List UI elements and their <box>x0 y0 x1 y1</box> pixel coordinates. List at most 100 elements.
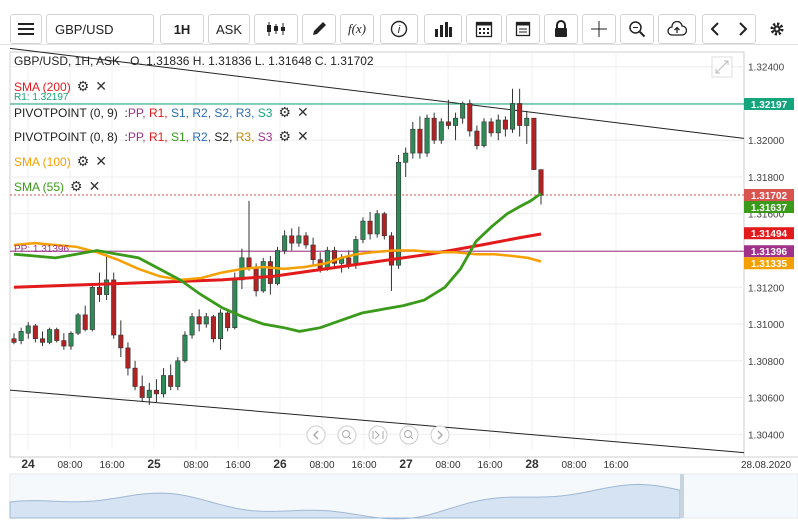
interval-selector[interactable]: 1H <box>160 14 204 44</box>
candle-body <box>96 286 102 295</box>
price-badge-bg <box>744 200 794 213</box>
note-icon[interactable] <box>506 14 540 44</box>
candle <box>82 305 88 332</box>
candle <box>96 272 102 302</box>
candle-body <box>189 316 195 336</box>
gear-icon[interactable]: ⚙ <box>70 178 83 194</box>
lock-icon[interactable] <box>544 14 578 44</box>
close-icon[interactable]: ✕ <box>88 178 101 194</box>
candle-body <box>531 117 537 170</box>
close-icon[interactable]: ✕ <box>297 104 309 120</box>
y-tick-label: 1.31600 <box>748 210 785 221</box>
candle-body <box>360 220 366 240</box>
candle-body <box>445 121 451 126</box>
candle <box>61 333 67 350</box>
candle-body <box>438 121 444 141</box>
navigation-arrows <box>702 14 756 44</box>
sma100-line <box>13 241 542 282</box>
candle-body <box>168 375 174 387</box>
candle-body <box>282 235 288 251</box>
expand-icon[interactable] <box>711 56 733 78</box>
arrow-left-icon[interactable] <box>704 21 754 37</box>
nav-left-icon[interactable] <box>306 425 326 445</box>
candle-body <box>232 279 238 328</box>
nav-right-icon[interactable] <box>430 425 450 445</box>
candle <box>260 257 266 293</box>
price-badge-bg <box>744 257 794 270</box>
pivot-col-s1: S1, <box>171 105 190 120</box>
navigator-handle[interactable] <box>680 474 684 518</box>
candle-body <box>210 316 216 340</box>
settings-icon[interactable] <box>762 14 792 44</box>
x-tick-label: 16:00 <box>351 460 376 471</box>
zoom-icon[interactable] <box>620 14 654 44</box>
candle-body <box>47 329 53 343</box>
candle-body <box>474 130 480 147</box>
candles-icon[interactable] <box>254 14 298 44</box>
price-type-selector[interactable]: ASK <box>208 14 250 44</box>
candle <box>310 237 316 266</box>
candle <box>453 112 459 141</box>
candle <box>225 311 231 332</box>
candle-body <box>153 389 159 395</box>
close-icon[interactable]: ✕ <box>297 128 309 144</box>
x-tick-label: 08:00 <box>435 460 460 471</box>
navigator-strip[interactable] <box>9 473 798 520</box>
candle-body <box>111 279 117 336</box>
symbol-selector[interactable]: GBP/USD <box>46 14 154 44</box>
gear-icon[interactable]: ⚙ <box>278 104 292 120</box>
candle-body <box>203 316 209 325</box>
upload-icon[interactable] <box>658 14 696 44</box>
price-badge: 1.31494 <box>744 227 794 240</box>
pivot-col-r1: R1, <box>148 105 168 120</box>
candle <box>47 327 53 345</box>
pivot-col-r2: R2, <box>192 129 212 144</box>
candle-body <box>146 389 152 398</box>
candle <box>467 99 473 137</box>
pivot-col-r2: R2, <box>192 105 212 120</box>
pivot-col-s2: S2, <box>214 129 233 144</box>
candle-body <box>381 213 387 237</box>
candle-body <box>139 386 145 398</box>
bar-chart-icon[interactable] <box>424 14 462 44</box>
candle <box>374 210 380 238</box>
candle-body <box>161 375 167 395</box>
gear-icon[interactable]: ⚙ <box>76 153 90 169</box>
legend-sma200[interactable]: SMA (200) ⚙ ✕ <box>14 78 107 95</box>
gear-icon[interactable]: ⚙ <box>278 128 292 144</box>
legend-sma100[interactable]: SMA (100) ⚙ ✕ <box>14 153 107 170</box>
function-icon[interactable]: f(x) <box>340 14 374 44</box>
candle <box>282 230 288 255</box>
legend-pivot1[interactable]: PIVOTPOINT (0, 9) : PP, R1, S1, R2, S2, … <box>14 104 309 120</box>
candle-body <box>225 312 231 328</box>
zoom-in-icon[interactable] <box>399 425 419 445</box>
info-icon[interactable]: i <box>380 14 418 44</box>
pivot-col-s2: S2, <box>214 105 233 120</box>
gear-icon[interactable]: ⚙ <box>76 78 90 94</box>
candle <box>39 331 45 347</box>
price-badge: 1.31637 <box>744 200 794 214</box>
close-icon[interactable]: ✕ <box>95 153 107 169</box>
candle <box>161 368 167 398</box>
nav-center-icon[interactable] <box>368 425 388 445</box>
legend-pivot2[interactable]: PIVOTPOINT (0, 8) : PP, R1, S1, R2, S2, … <box>14 128 309 144</box>
y-tick-label: 1.32400 <box>748 63 785 74</box>
price-badge-label: 1.31637 <box>751 203 788 214</box>
price-chart[interactable]: 1.324001.322001.320001.318001.316001.314… <box>0 44 798 520</box>
candle <box>182 331 188 363</box>
x-tick-label: 25 <box>147 457 161 471</box>
legend-sma55[interactable]: SMA (55) ⚙ ✕ <box>14 178 100 195</box>
candle-body <box>18 331 24 341</box>
candle <box>125 342 131 376</box>
crosshair-icon[interactable] <box>582 14 616 44</box>
pencil-icon[interactable] <box>302 14 336 44</box>
sma55-label: SMA (55) <box>14 179 65 194</box>
candle-body <box>374 213 380 235</box>
hamburger-menu-icon[interactable] <box>10 14 42 44</box>
x-tick-label: 08:00 <box>309 460 334 471</box>
candle <box>303 232 309 249</box>
zoom-out-icon[interactable] <box>337 425 357 445</box>
close-icon[interactable]: ✕ <box>95 78 107 94</box>
calendar-icon[interactable] <box>466 14 502 44</box>
price-badge-label: 1.31396 <box>751 247 788 258</box>
